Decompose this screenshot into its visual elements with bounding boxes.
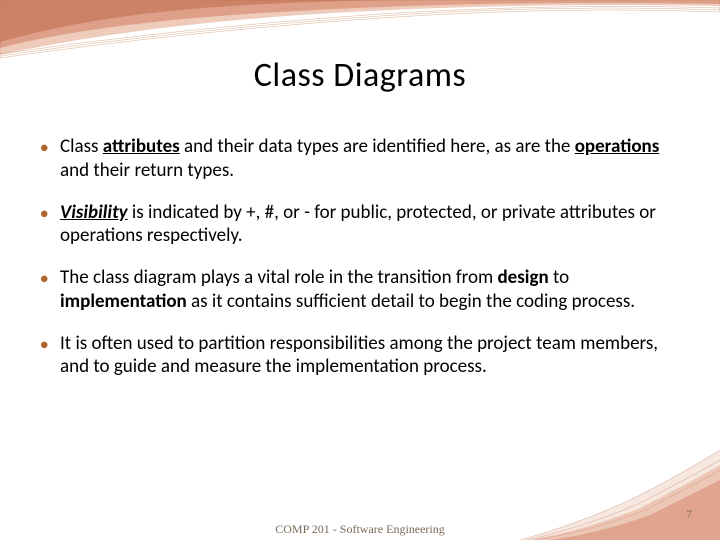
bullet-text-3: The class diagram plays a vital role in … (60, 266, 680, 314)
bullet-2: ● Visibility is indicated by +, #, or - … (40, 201, 680, 249)
bullet-marker: ● (40, 201, 60, 223)
top-decoration (0, 0, 720, 60)
bullet-text-4: It is often used to partition responsibi… (60, 332, 680, 380)
slide-title: Class Diagrams (0, 55, 720, 96)
bullet-text-1: Class attributes and their data types ar… (60, 135, 680, 183)
bullet-1: ● Class attributes and their data types … (40, 135, 680, 183)
bullet-marker: ● (40, 135, 60, 157)
bullet-text-2: Visibility is indicated by +, #, or - fo… (60, 201, 680, 249)
bullet-marker: ● (40, 266, 60, 288)
bullet-4: ● It is often used to partition responsi… (40, 332, 680, 380)
bullet-marker: ● (40, 332, 60, 354)
footer-text: COMP 201 - Software Engineering (0, 522, 720, 537)
bullet-3: ● The class diagram plays a vital role i… (40, 266, 680, 314)
page-number: 7 (686, 507, 692, 522)
slide-body: ● Class attributes and their data types … (40, 135, 680, 397)
